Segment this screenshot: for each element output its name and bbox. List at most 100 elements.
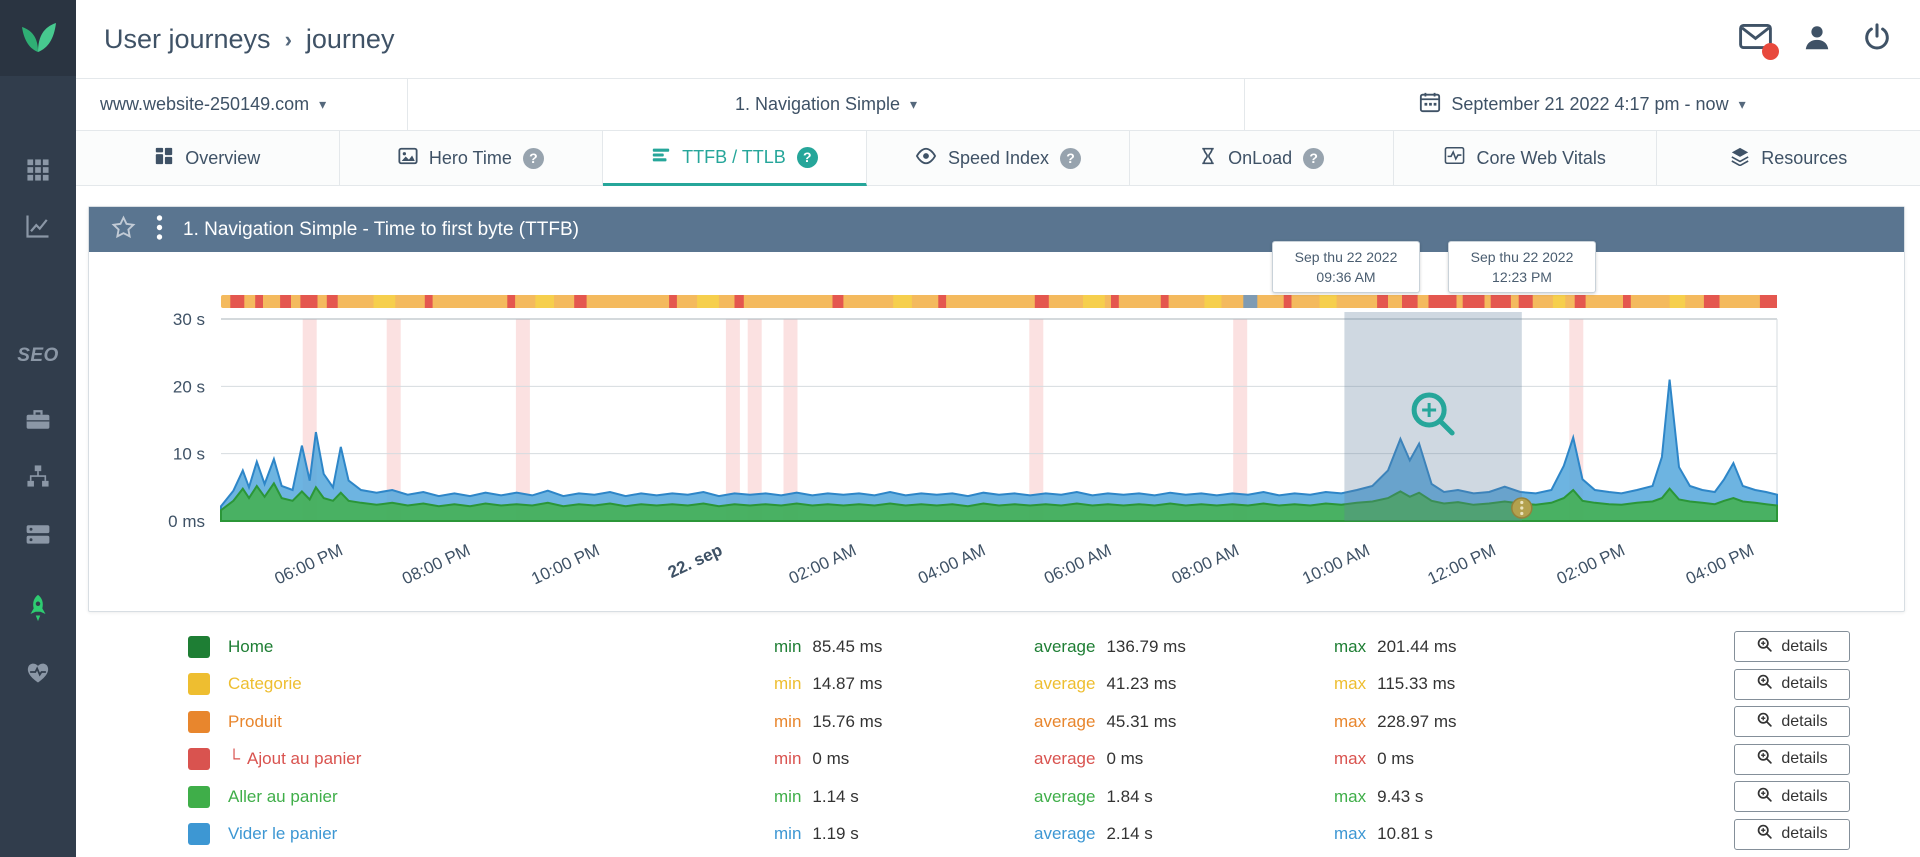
breadcrumb-separator-icon: › (284, 27, 292, 52)
sidebar: SEO (0, 0, 76, 857)
daterange-selector[interactable]: September 21 2022 4:17 pm - now ▾ (1245, 79, 1920, 130)
magnifier-icon (1756, 748, 1773, 770)
tree-branch-icon: └ (228, 749, 241, 769)
svg-text:22. sep: 22. sep (665, 540, 725, 582)
breadcrumb-page: journey (305, 23, 395, 54)
layers-icon (1730, 146, 1750, 171)
messages-button[interactable] (1739, 24, 1779, 60)
tab-onload[interactable]: OnLoad ? (1130, 131, 1394, 186)
series-label[interactable]: Produit (228, 711, 282, 731)
legend-row-ajout-au-panier: └ Ajout au panier min 0 ms average 0 ms max… (188, 741, 1850, 779)
server-icon (24, 520, 52, 553)
sidebar-item-business[interactable] (0, 394, 76, 450)
details-button[interactable]: details (1734, 743, 1850, 775)
help-icon[interactable]: ? (1060, 147, 1082, 169)
help-icon[interactable]: ? (1303, 147, 1325, 169)
min-value: 14.87 ms (812, 674, 883, 694)
tab-hero-time[interactable]: Hero Time ? (339, 131, 604, 186)
kebab-menu-icon (156, 214, 163, 246)
series-label[interactable]: Aller au panier (228, 786, 338, 806)
svg-text:12:00 PM: 12:00 PM (1425, 540, 1499, 588)
max-value: 201.44 ms (1377, 636, 1457, 656)
series-label[interactable]: Home (228, 636, 274, 656)
sidebar-item-health[interactable] (0, 646, 76, 702)
magnifier-icon (1756, 711, 1773, 733)
breadcrumb-section[interactable]: User journeys (104, 23, 271, 54)
tab-overview[interactable]: Overview (76, 131, 340, 186)
series-color-swatch (188, 823, 210, 846)
panel-title: 1. Navigation Simple - Time to first byt… (183, 218, 579, 240)
average-value: 45.31 ms (1106, 711, 1177, 731)
details-button[interactable]: details (1734, 781, 1850, 813)
min-value: 1.19 s (812, 824, 859, 844)
legend-row-categorie: Categorie min 14.87 ms average 41.23 ms ma… (188, 666, 1850, 704)
panel-menu-button[interactable] (156, 214, 163, 246)
account-button[interactable] (1802, 22, 1832, 57)
site-selector[interactable]: www.website-250149.com ▾ (76, 79, 408, 130)
filter-bar: www.website-250149.com ▾ 1. Navigation S… (76, 78, 1920, 131)
tab-ttfb-ttlb[interactable]: TTFB / TTLB ? (603, 131, 867, 186)
details-button[interactable]: details (1734, 631, 1850, 663)
svg-text:08:00 PM: 08:00 PM (399, 540, 473, 588)
min-label: min (774, 711, 802, 731)
details-button[interactable]: details (1734, 818, 1850, 850)
svg-text:0 ms: 0 ms (168, 512, 205, 531)
leaf-logo-icon (18, 16, 58, 61)
min-label: min (774, 636, 802, 656)
sidebar-item-apps[interactable] (0, 144, 76, 200)
favorite-star-button[interactable] (111, 214, 136, 245)
max-value: 9.43 s (1377, 786, 1424, 806)
power-icon (1862, 22, 1892, 57)
average-value: 0 ms (1106, 749, 1144, 769)
journey-selector[interactable]: 1. Navigation Simple ▾ (408, 79, 1245, 130)
tab-label: OnLoad (1228, 147, 1293, 168)
tab-label: TTFB / TTLB (682, 146, 786, 167)
tab-label: Speed Index (947, 147, 1050, 168)
magnifier-icon (1756, 636, 1773, 658)
help-icon[interactable]: ? (796, 146, 818, 168)
briefcase-icon (24, 406, 52, 439)
series-color-swatch (188, 673, 210, 696)
ttfb-timeseries-chart[interactable]: 30 s 20 s 10 s 0 ms 06:00 PM 08:00 PM 10:00 PM… (89, 292, 1906, 611)
selection-tooltip-start: Sep thu 22 2022 09:36 AM (1272, 241, 1420, 293)
average-value: 1.84 s (1106, 786, 1153, 806)
magnifier-icon (1756, 673, 1773, 695)
tab-bar: Overview Hero Time ? TTFB / TTLB ? Speed… (76, 131, 1920, 186)
app-logo[interactable] (0, 0, 76, 76)
image-icon (398, 146, 418, 171)
legend-row-aller-au-panier: Aller au panier min 1.14 s average 1.84 s … (188, 778, 1850, 816)
series-color-swatch (188, 635, 210, 658)
magnifier-icon (1756, 823, 1773, 845)
logout-button[interactable] (1862, 22, 1892, 57)
help-icon[interactable]: ? (522, 147, 544, 169)
series-label[interactable]: Categorie (228, 674, 302, 694)
eye-icon (915, 146, 937, 171)
max-label: max (1334, 674, 1367, 694)
tab-speed-index[interactable]: Speed Index ? (866, 131, 1131, 186)
tab-core-web-vitals[interactable]: Core Web Vitals (1393, 131, 1658, 186)
tab-resources[interactable]: Resources (1657, 131, 1920, 186)
details-button[interactable]: details (1734, 668, 1850, 700)
average-label: average (1034, 711, 1096, 731)
envelope-icon (1739, 24, 1772, 54)
svg-text:06:00 AM: 06:00 AM (1041, 540, 1114, 588)
average-value: 41.23 ms (1106, 674, 1177, 694)
sidebar-item-analytics[interactable] (0, 200, 76, 256)
journey-selector-value: 1. Navigation Simple (734, 94, 901, 114)
details-button[interactable]: details (1734, 706, 1850, 738)
legend-row-home: Home min 85.45 ms average 136.79 ms max 201… (188, 628, 1850, 666)
sidebar-item-seo[interactable]: SEO (0, 328, 76, 384)
sidebar-item-servers[interactable] (0, 508, 76, 564)
dashboard-icon (154, 146, 174, 171)
sidebar-item-user-journeys[interactable] (0, 582, 76, 638)
series-label[interactable]: Vider le panier (228, 824, 338, 844)
site-selector-value: www.website-250149.com (100, 94, 310, 114)
max-label: max (1334, 749, 1367, 769)
svg-text:04:00 AM: 04:00 AM (915, 540, 988, 588)
svg-text:10:00 AM: 10:00 AM (1299, 540, 1372, 588)
sidebar-item-sitemap[interactable] (0, 450, 76, 506)
series-label[interactable]: └ Ajout au panier (228, 749, 362, 769)
max-label: max (1334, 824, 1367, 844)
max-value: 115.33 ms (1377, 674, 1456, 694)
